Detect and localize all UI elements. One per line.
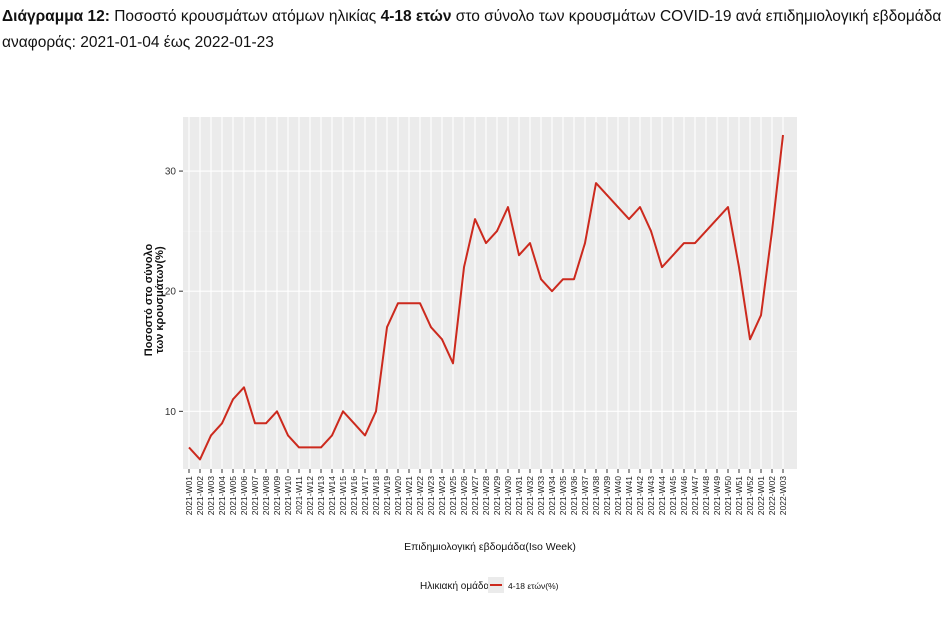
title-line-1: Διάγραμμα 12: Ποσοστό κρουσμάτων ατόμων … xyxy=(2,4,947,30)
x-tick-label: 2021-W06 xyxy=(239,476,249,515)
x-tick-label: 2021-W14 xyxy=(327,476,337,515)
y-axis-label: Ποσοστό στο σύνολο των κρουσμάτων(%) xyxy=(143,243,166,356)
x-tick-label: 2021-W21 xyxy=(404,476,414,515)
x-tick-label: 2021-W39 xyxy=(602,476,612,515)
title-bold-age: 4-18 ετών xyxy=(380,8,452,25)
x-tick-label: 2021-W33 xyxy=(536,476,546,515)
x-tick-label: 2021-W28 xyxy=(481,476,491,515)
x-tick-label: 2021-W49 xyxy=(712,476,722,515)
x-tick-label: 2021-W37 xyxy=(580,476,590,515)
x-tick-label: 2021-W19 xyxy=(382,476,392,515)
x-tick-label: 2022-W02 xyxy=(767,476,777,515)
title-text-b: στο σύνολο των κρουσμάτων COVID-19 ανά ε… xyxy=(451,8,942,25)
x-tick-label: 2021-W41 xyxy=(624,476,634,515)
title-text-a: Ποσοστό κρουσμάτων ατόμων ηλικίας xyxy=(109,8,381,25)
x-tick-label: 2021-W35 xyxy=(558,476,568,515)
y-axis-label-line-1: Ποσοστό στο σύνολο xyxy=(143,243,155,356)
x-tick-label: 2021-W44 xyxy=(657,476,667,515)
x-tick-label: 2021-W46 xyxy=(679,476,689,515)
x-tick-label: 2021-W22 xyxy=(415,476,425,515)
x-tick-label: 2021-W04 xyxy=(217,476,227,515)
x-tick-label: 2021-W01 xyxy=(184,476,194,515)
x-tick-label: 2021-W48 xyxy=(701,476,711,515)
x-tick-label: 2021-W25 xyxy=(448,476,458,515)
x-tick-label: 2021-W52 xyxy=(745,476,755,515)
x-tick-label: 2021-W09 xyxy=(272,476,282,515)
x-tick-label: 2021-W18 xyxy=(371,476,381,515)
x-tick-label: 2021-W30 xyxy=(503,476,513,515)
y-tick-label: 10 xyxy=(165,407,177,418)
x-tick-label: 2022-W01 xyxy=(756,476,766,515)
title-prefix: Διάγραμμα 12: xyxy=(2,8,110,25)
x-tick-label: 2021-W32 xyxy=(525,476,535,515)
chart-title: Διάγραμμα 12: Ποσοστό κρουσμάτων ατόμων … xyxy=(2,4,947,56)
x-tick-label: 2021-W43 xyxy=(646,476,656,515)
x-tick-label: 2021-W40 xyxy=(613,476,623,515)
legend-label: 4-18 ετών(%) xyxy=(508,581,559,591)
x-tick-label: 2021-W02 xyxy=(195,476,205,515)
x-tick-label: 2021-W07 xyxy=(250,476,260,515)
x-tick-label: 2021-W20 xyxy=(393,476,403,515)
x-tick-label: 2021-W13 xyxy=(316,476,326,515)
x-tick-label: 2021-W05 xyxy=(228,476,238,515)
series-line-4-18 xyxy=(188,134,784,461)
x-tick-label: 2021-W42 xyxy=(635,476,645,515)
y-axis: 10 20 30 xyxy=(165,167,183,418)
x-axis: 2021-W01 2021-W02 2021-W03 2021-W04 2021-W05… xyxy=(184,469,788,515)
x-tick-label: 2021-W29 xyxy=(492,476,502,515)
y-axis-label-line-2: των κρουσμάτων(%) xyxy=(154,246,166,354)
x-tick-label: 2022-W03 xyxy=(778,476,788,515)
x-tick-label: 2021-W34 xyxy=(547,476,557,515)
x-tick-label: 2021-W36 xyxy=(569,476,579,515)
x-tick-label: 2021-W08 xyxy=(261,476,271,515)
y-tick-label: 30 xyxy=(165,167,177,178)
legend: Ηλικιακή ομάδα 4-18 ετών(%) xyxy=(420,577,559,593)
x-tick-label: 2021-W10 xyxy=(283,476,293,515)
x-tick-label: 2021-W23 xyxy=(426,476,436,515)
x-tick-label: 2021-W15 xyxy=(338,476,348,515)
x-tick-label: 2021-W16 xyxy=(349,476,359,515)
x-tick-label: 2021-W17 xyxy=(360,476,370,515)
x-tick-label: 2021-W51 xyxy=(734,476,744,515)
x-tick-label: 2021-W24 xyxy=(437,476,447,515)
x-tick-label: 2021-W38 xyxy=(591,476,601,515)
x-tick-label: 2021-W45 xyxy=(668,476,678,515)
x-axis-label: Επιδημιολογική εβδομάδα(Iso Week) xyxy=(404,541,576,553)
legend-title: Ηλικιακή ομάδα xyxy=(420,580,489,592)
major-gridlines xyxy=(183,117,797,469)
x-tick-label: 2021-W12 xyxy=(305,476,315,515)
title-line-2: αναφοράς: 2021-01-04 έως 2022-01-23 xyxy=(2,34,274,51)
x-tick-label: 2021-W03 xyxy=(206,476,216,515)
y-tick-label: 20 xyxy=(165,287,177,298)
x-tick-label: 2021-W11 xyxy=(294,476,304,515)
plot-panel xyxy=(183,117,797,469)
x-tick-label: 2021-W50 xyxy=(723,476,733,515)
x-tick-label: 2021-W47 xyxy=(690,476,700,515)
x-tick-label: 2021-W26 xyxy=(459,476,469,515)
x-tick-label: 2021-W27 xyxy=(470,476,480,515)
x-tick-label: 2021-W31 xyxy=(514,476,524,515)
